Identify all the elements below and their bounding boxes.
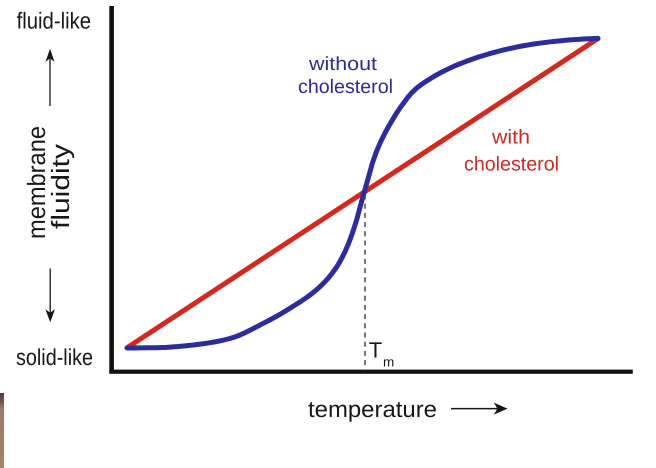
svg-text:fluidity: fluidity (47, 143, 75, 229)
svg-text:cholesterol: cholesterol (298, 76, 393, 98)
svg-text:T: T (369, 337, 382, 362)
svg-text:with: with (491, 127, 530, 149)
svg-text:temperature: temperature (308, 396, 437, 422)
svg-text:fluid-like: fluid-like (17, 7, 92, 33)
svg-text:cholesterol: cholesterol (464, 154, 559, 176)
svg-text:solid-like: solid-like (16, 344, 93, 370)
svg-text:m: m (383, 355, 394, 370)
svg-text:membrane: membrane (23, 126, 51, 239)
svg-text:without: without (308, 54, 378, 75)
